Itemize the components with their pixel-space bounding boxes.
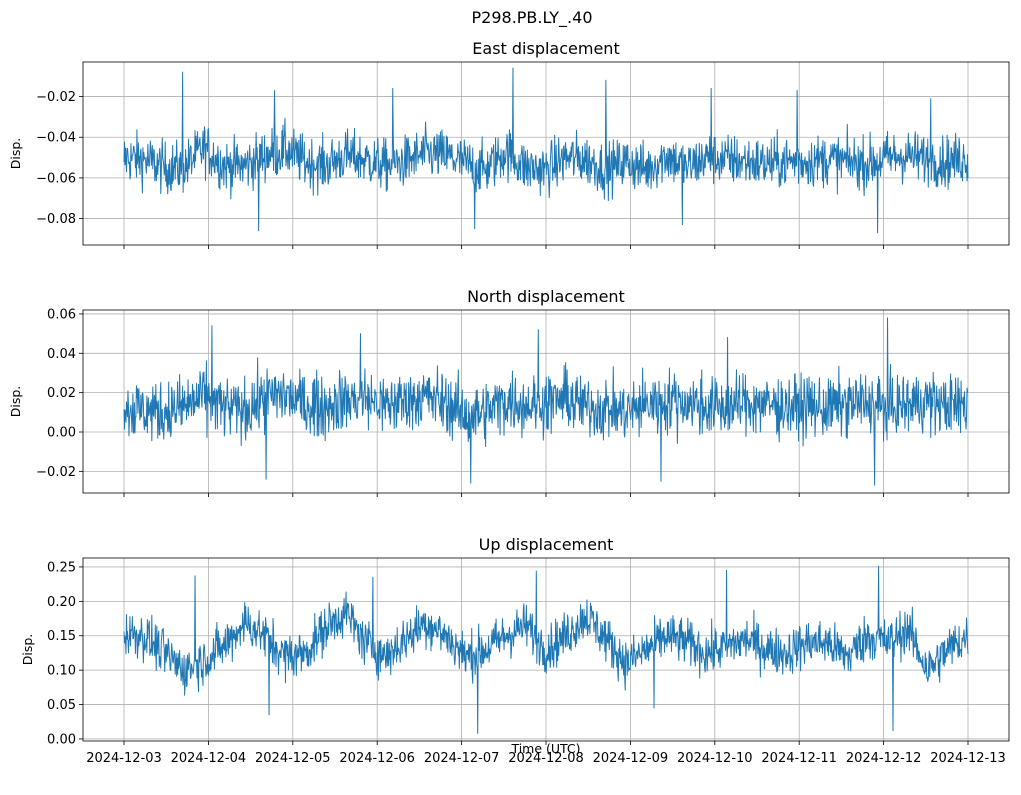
x-tick-label: 2024-12-10 <box>677 751 753 766</box>
panels-container: −0.08 −0.06 −0.04 −0.02 East displacement Dis… <box>8 39 1010 766</box>
y-tick-label: −0.02 <box>36 465 76 480</box>
y-tick-label: 0.05 <box>47 698 76 713</box>
axes-frame <box>82 557 1010 742</box>
series-line <box>123 317 969 486</box>
subplot-1: −0.08 −0.06 −0.04 −0.02 East displacement Dis… <box>8 39 1010 249</box>
y-tick-label: −0.06 <box>36 171 76 186</box>
y-tick-label: 0.00 <box>47 426 76 441</box>
y-tick-label: −0.02 <box>36 90 76 105</box>
axes-frame <box>82 61 1010 246</box>
x-tick-label: 2024-12-08 <box>508 751 584 766</box>
x-axis-label: Time (UTC) <box>510 741 580 756</box>
x-tick-label: 2024-12-12 <box>846 751 922 766</box>
x-tick-label: 2024-12-13 <box>930 751 1006 766</box>
y-tick-label: 0.04 <box>47 347 76 362</box>
x-tick-label: 2024-12-07 <box>424 751 500 766</box>
axes-frame <box>82 309 1010 494</box>
y-tick-label: 0.20 <box>47 595 76 610</box>
y-tick-label: 0.00 <box>47 732 76 747</box>
subplot-title: North displacement <box>467 287 625 306</box>
figure-suptitle: P298.PB.LY_.40 <box>472 8 593 28</box>
subplot-2: −0.02 0.00 0.02 0.04 0.06 North displacement D… <box>8 287 1010 497</box>
y-tick-label: 0.25 <box>47 560 76 575</box>
y-axis-label: Disp. <box>8 138 23 170</box>
x-tick-label: 2024-12-09 <box>593 751 669 766</box>
y-axis-label: Disp. <box>20 634 35 666</box>
x-tick-label: 2024-12-05 <box>255 751 331 766</box>
subplot-3: 0.00 0.05 0.10 0.15 0.20 0.25 Up displacement D… <box>20 535 1010 766</box>
x-tick-label: 2024-12-11 <box>761 751 837 766</box>
y-tick-label: −0.08 <box>36 212 76 227</box>
y-tick-label: −0.04 <box>36 131 76 146</box>
y-tick-label: 0.10 <box>47 664 76 679</box>
series-line <box>123 565 969 734</box>
y-axis-label: Disp. <box>8 386 23 418</box>
series-line <box>123 67 969 234</box>
y-tick-label: 0.06 <box>47 307 76 322</box>
subplot-title: Up displacement <box>479 535 614 554</box>
x-tick-label: 2024-12-04 <box>171 751 247 766</box>
y-tick-label: 0.02 <box>47 386 76 401</box>
x-tick-label: 2024-12-06 <box>339 751 415 766</box>
x-tick-label: 2024-12-03 <box>86 751 162 766</box>
subplot-title: East displacement <box>472 39 619 58</box>
y-tick-label: 0.15 <box>47 629 76 644</box>
